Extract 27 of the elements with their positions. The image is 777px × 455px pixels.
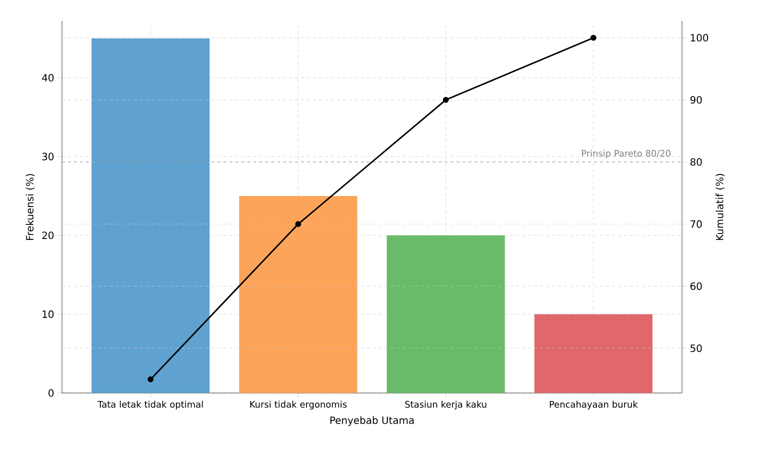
y2-tick-label: 50 [690, 344, 702, 352]
bar [239, 196, 358, 393]
y2-tick-label: 100 [690, 34, 708, 42]
bar [386, 235, 505, 393]
ref-line-label: Prinsip Pareto 80/20 [582, 150, 671, 158]
point [442, 96, 449, 103]
y2-tick-label: 60 [690, 282, 702, 290]
y-tick-label: 0 [48, 389, 54, 397]
x-axis-title: Penyebab Utama [330, 416, 414, 426]
x-tick-label: Tata letak tidak optimal [98, 400, 203, 410]
y-axis-title: Frekuensi (%) [26, 174, 35, 240]
point [590, 34, 596, 41]
y-tick-label: 30 [42, 152, 54, 160]
point [148, 376, 154, 382]
y-tick-label: 40 [42, 74, 54, 82]
x-tick-label: Pencahayaan buruk [550, 400, 638, 410]
bar [534, 314, 652, 393]
point [295, 221, 302, 228]
x-tick-label: Stasiun kerja kaku [405, 400, 486, 410]
y-tick-label: 20 [42, 232, 54, 240]
y2-axis-title: Kumulatif (%) [716, 174, 725, 240]
y2-tick-label: 80 [690, 158, 702, 166]
bar [92, 38, 210, 393]
y2-tick-label: 70 [690, 220, 702, 228]
y2-tick-label: 90 [690, 96, 702, 104]
x-tick-label: Kursi tidak ergonomis [250, 400, 347, 410]
y-tick-label: 10 [42, 310, 54, 318]
